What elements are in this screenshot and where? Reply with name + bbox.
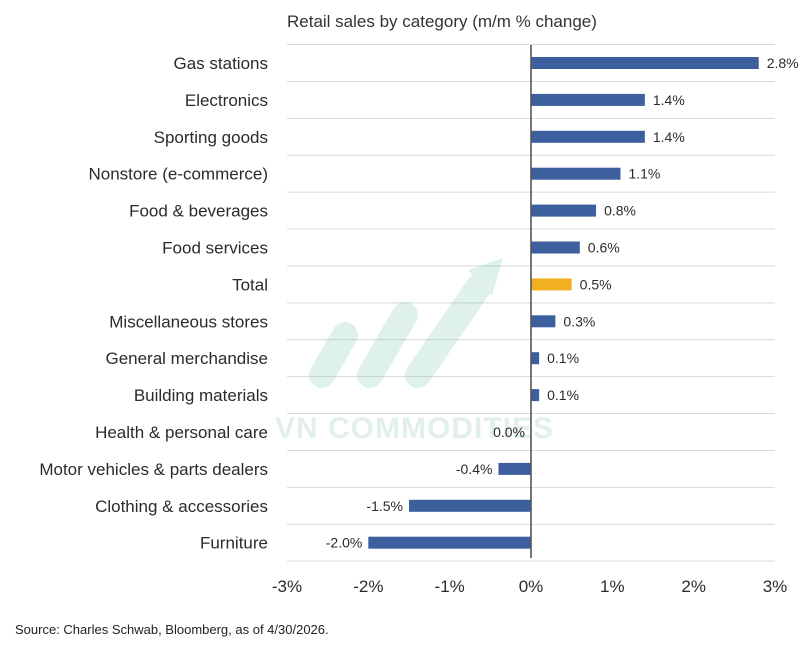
watermark: VN COMMODITIES: [275, 258, 554, 445]
rising-arrow-logo-icon: [309, 258, 503, 388]
bar: [368, 536, 531, 549]
category-labels: Gas stations Electronics Sporting goods Non…: [39, 54, 268, 553]
value-label: 1.1%: [628, 166, 660, 182]
x-tick-label: -2%: [353, 577, 383, 596]
value-label: -0.4%: [456, 461, 493, 477]
bar: [531, 389, 540, 402]
bar: [531, 241, 580, 254]
bar: [531, 167, 621, 180]
value-label: 2.8%: [767, 55, 799, 71]
bar: [409, 499, 531, 512]
value-label: 0.3%: [563, 313, 595, 329]
category-label: Total: [232, 275, 268, 294]
category-label: Motor vehicles & parts dealers: [39, 460, 268, 479]
value-label: 0.1%: [547, 387, 579, 403]
value-label: 0.8%: [604, 203, 636, 219]
value-label: 1.4%: [653, 129, 685, 145]
watermark-text: VN COMMODITIES: [275, 412, 554, 445]
value-labels: 2.8% 1.4% 1.4% 1.1% 0.8% 0.6% 0.5% 0.3% 0.1% 0.1%…: [326, 55, 799, 551]
category-label: Sporting goods: [154, 128, 268, 147]
category-label: Food services: [162, 239, 268, 258]
value-label: 0.1%: [547, 350, 579, 366]
bar: [531, 130, 645, 143]
category-label: Furniture: [200, 534, 268, 553]
value-label: 1.4%: [653, 92, 685, 108]
category-label: Building materials: [134, 386, 268, 405]
bar: [531, 278, 572, 291]
value-label: -1.5%: [366, 498, 403, 514]
bar: [498, 462, 531, 475]
value-label: 0.6%: [588, 240, 620, 256]
bar: [531, 57, 759, 69]
value-label: -2.0%: [326, 535, 363, 551]
category-label: Food & beverages: [129, 202, 268, 221]
category-label: Health & personal care: [95, 423, 268, 442]
value-label: 0.0%: [493, 424, 525, 440]
bars: [368, 57, 759, 549]
bar-chart: VN COMMODITIES Gas stations Electronics Sp…: [39, 44, 799, 596]
x-tick-label: 0%: [519, 577, 544, 596]
category-label: Miscellaneous stores: [109, 312, 268, 331]
x-tick-label: -1%: [435, 577, 465, 596]
chart-title: Retail sales by category (m/m % change): [287, 12, 597, 31]
x-tick-label: 1%: [600, 577, 625, 596]
category-label: Gas stations: [174, 54, 269, 73]
bar: [531, 315, 556, 328]
category-label: Nonstore (e-commerce): [89, 165, 269, 184]
x-tick-label: 2%: [681, 577, 706, 596]
category-label: Electronics: [185, 91, 268, 110]
x-tick-label: 3%: [763, 577, 788, 596]
category-label: General merchandise: [105, 349, 268, 368]
x-tick-label: -3%: [272, 577, 302, 596]
bar: [531, 204, 597, 217]
x-axis-ticks: -3% -2% -1% 0% 1% 2% 3%: [272, 577, 787, 596]
source-note: Source: Charles Schwab, Bloomberg, as of…: [15, 622, 329, 637]
value-label: 0.5%: [580, 276, 612, 292]
category-label: Clothing & accessories: [95, 497, 268, 516]
bar: [531, 93, 645, 106]
bar: [531, 352, 540, 365]
